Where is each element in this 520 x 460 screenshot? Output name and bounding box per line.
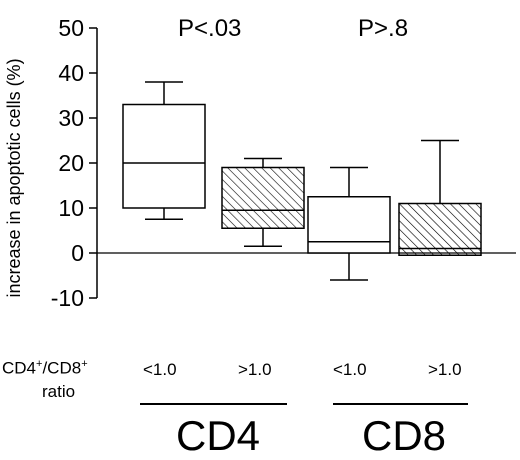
ratio-title-cd8: /CD8	[42, 358, 82, 378]
ratio-title-sup-a: +	[36, 358, 43, 370]
y-tick-label: 50	[58, 15, 84, 41]
y-tick-label: 40	[58, 60, 84, 86]
ratio-label-cd8-gt: >1.0	[428, 360, 462, 379]
ratio-label-cd4-gt: >1.0	[238, 360, 272, 379]
ratio-title-cd4: CD4	[2, 358, 37, 378]
y-axis-label: increase in apoptotic cells (%)	[4, 58, 24, 297]
ratio-title-line2: ratio	[42, 382, 76, 401]
y-tick-label: 0	[71, 240, 84, 266]
ratio-title-sup-b: +	[81, 358, 88, 370]
box-cd8-gt	[398, 139, 482, 256]
group-rule-cd4	[140, 403, 287, 405]
box-body	[221, 166, 305, 229]
ratio-label-cd4-lt: <1.0	[143, 360, 177, 379]
boxes	[122, 81, 482, 281]
group-label-cd8: CD8	[362, 412, 447, 459]
box-body	[122, 103, 206, 209]
box-cd8-lt	[307, 166, 391, 281]
box-cd4-gt	[221, 157, 305, 247]
y-tick-label: 10	[58, 195, 84, 221]
y-tick-label: 20	[58, 150, 84, 176]
ratio-title: CD4+/CD8+	[2, 358, 88, 379]
ratio-label-cd8-lt: <1.0	[333, 360, 367, 379]
y-tick-label: 30	[58, 105, 84, 131]
y-axis: -10 0 10 20 30 40 50	[51, 15, 516, 311]
p-value-cd4: P<.03	[178, 15, 242, 42]
box-body	[398, 202, 482, 256]
box-cd4-lt	[122, 81, 206, 220]
group-label-cd4: CD4	[176, 412, 261, 459]
p-value-cd8: P>.8	[358, 15, 409, 42]
box-body	[307, 196, 391, 254]
y-tick-label: -10	[51, 285, 84, 311]
group-rule-cd8	[333, 403, 468, 405]
